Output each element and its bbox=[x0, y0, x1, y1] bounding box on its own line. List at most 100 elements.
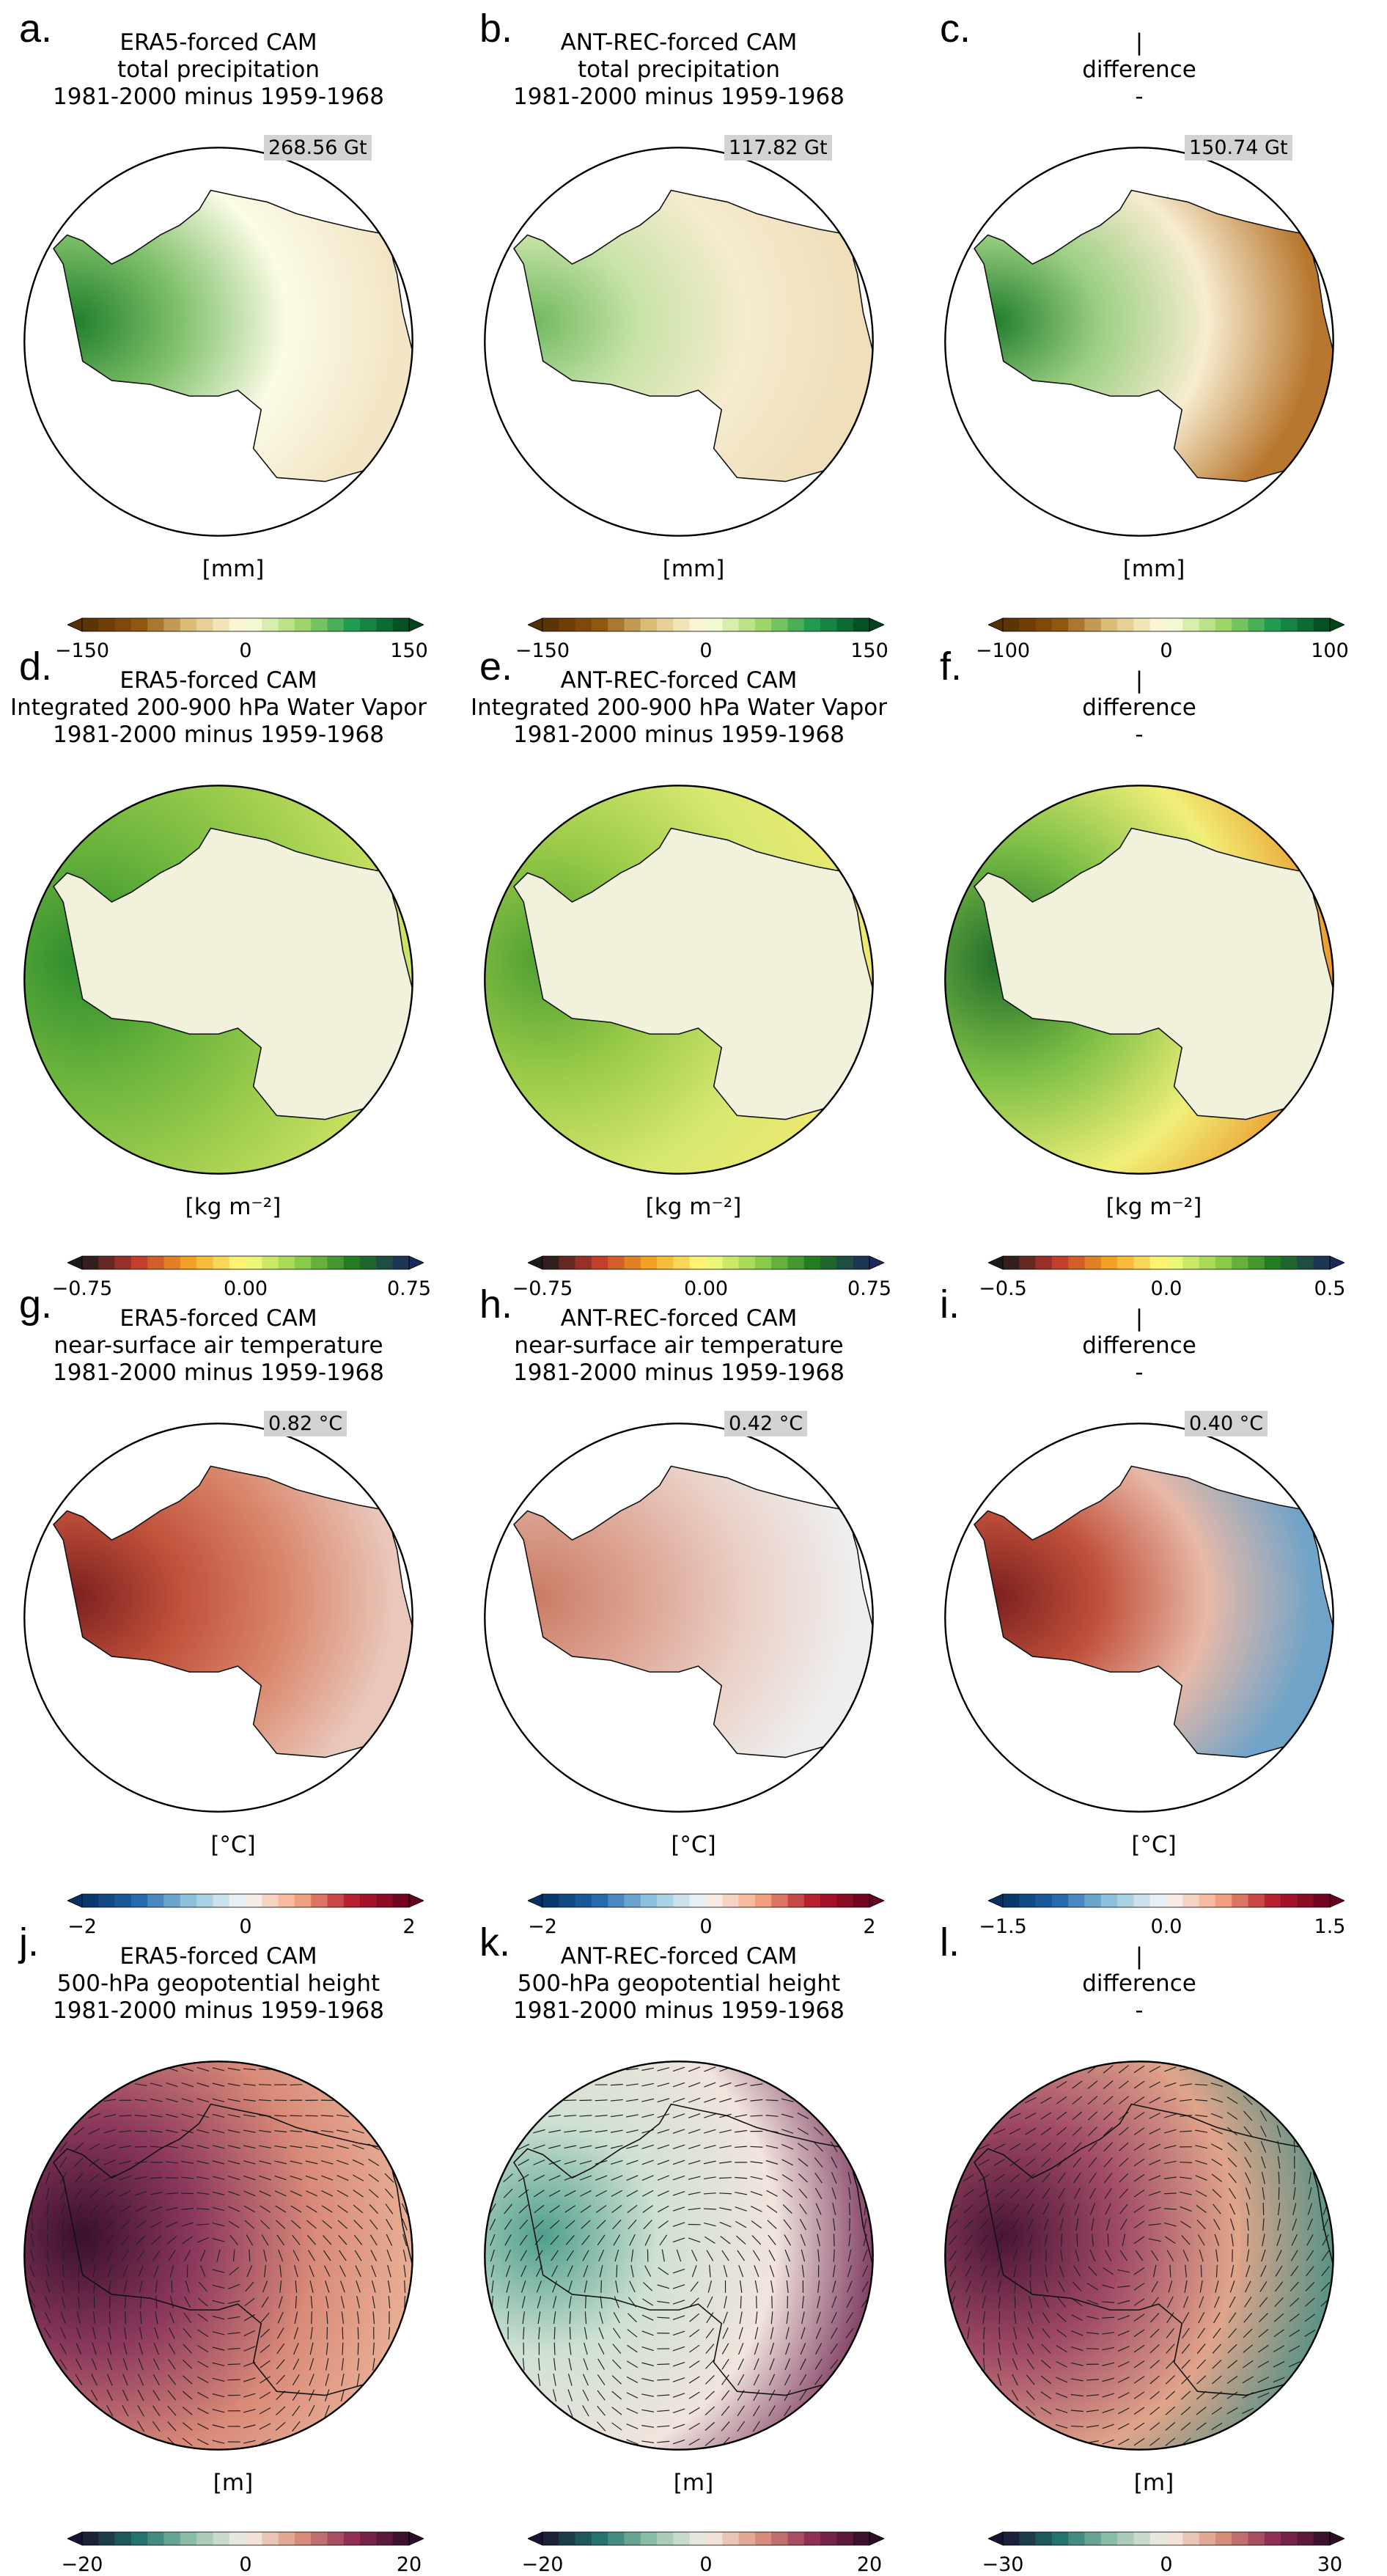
wind-vector bbox=[753, 2405, 760, 2417]
colorbar-unit: [mm] bbox=[1122, 556, 1185, 582]
wind-vector bbox=[657, 2284, 670, 2289]
wind-vector bbox=[228, 2283, 240, 2289]
wind-vector bbox=[196, 2223, 210, 2225]
wind-vector bbox=[723, 2264, 728, 2278]
wind-vector bbox=[1103, 2157, 1113, 2168]
wind-vector bbox=[765, 2159, 779, 2165]
colorbar-segment bbox=[343, 2532, 361, 2545]
colorbar-extend-arrow bbox=[528, 617, 543, 632]
wind-vector bbox=[611, 2359, 622, 2369]
wind-vector bbox=[1103, 2173, 1113, 2184]
wind-vector bbox=[949, 2250, 957, 2261]
wind-vector bbox=[626, 2159, 639, 2165]
wind-vector bbox=[1040, 2096, 1052, 2105]
wind-vector bbox=[106, 2234, 114, 2246]
wind-vector bbox=[1164, 2236, 1176, 2245]
wind-vector bbox=[1306, 2234, 1314, 2246]
wind-vector bbox=[1133, 2190, 1145, 2198]
wind-vector bbox=[630, 2249, 634, 2262]
colorbar-extend-arrow bbox=[988, 1255, 1004, 1270]
colorbar-segment bbox=[803, 1256, 821, 1269]
wind-vector bbox=[1026, 2343, 1034, 2355]
wind-vector bbox=[74, 2173, 84, 2184]
wind-vector bbox=[119, 2205, 131, 2213]
wind-vector bbox=[689, 2297, 699, 2307]
wind-vector bbox=[1245, 2172, 1251, 2184]
wind-vector bbox=[564, 2145, 577, 2149]
wind-vector bbox=[963, 2220, 974, 2230]
wind-vector bbox=[108, 2296, 111, 2309]
wind-vector bbox=[566, 2250, 574, 2261]
wind-vector bbox=[704, 2113, 716, 2118]
map-boundary bbox=[944, 2061, 1334, 2451]
wind-vector bbox=[137, 2421, 145, 2432]
wind-vector bbox=[770, 2342, 775, 2355]
wind-vector bbox=[88, 2128, 100, 2135]
wind-vector bbox=[184, 2296, 191, 2308]
wind-vector bbox=[1010, 2203, 1020, 2214]
wind-vector bbox=[182, 2437, 193, 2446]
wind-vector bbox=[490, 2234, 496, 2246]
wind-vector bbox=[166, 2221, 178, 2228]
wind-vector bbox=[719, 2082, 732, 2088]
colorbar-segment bbox=[294, 618, 312, 631]
wind-vector bbox=[672, 2393, 685, 2398]
wind-vector bbox=[1246, 2249, 1250, 2262]
wind-vector bbox=[861, 2280, 869, 2292]
wind-vector bbox=[370, 2250, 378, 2261]
wind-vector bbox=[705, 2327, 714, 2338]
wind-vector bbox=[599, 2311, 603, 2324]
wind-vector bbox=[108, 2280, 111, 2293]
panel-d: d. ERA5-forced CAM Integrated 200-900 hPa … bbox=[6, 638, 468, 1300]
wind-vector bbox=[735, 2098, 748, 2102]
wind-vector bbox=[564, 2099, 577, 2102]
colorbar-extend-arrow bbox=[1329, 1255, 1344, 1270]
wind-vector bbox=[181, 2082, 194, 2088]
colorbar-segment bbox=[360, 618, 377, 631]
wind-vector bbox=[672, 2082, 685, 2088]
wind-vector bbox=[119, 2130, 132, 2133]
wind-vector bbox=[119, 2160, 132, 2165]
colorbar-segment bbox=[689, 2532, 707, 2545]
wind-vector bbox=[196, 2236, 209, 2243]
wind-vector bbox=[1027, 2218, 1034, 2231]
wind-vector bbox=[1211, 2407, 1223, 2415]
wind-vector bbox=[672, 2377, 685, 2382]
wind-vector bbox=[309, 2265, 314, 2278]
wind-vector bbox=[197, 2360, 209, 2368]
panel-g: g. ERA5-forced CAM near-surface air temper… bbox=[6, 1276, 468, 1938]
wind-vector bbox=[1213, 2203, 1221, 2214]
wind-vector bbox=[1055, 2408, 1068, 2413]
polar-map bbox=[944, 785, 1334, 1175]
wind-vector bbox=[832, 2280, 836, 2293]
wind-vector bbox=[368, 2173, 379, 2182]
wind-vector bbox=[264, 2264, 266, 2278]
colorbar-segment bbox=[180, 618, 197, 631]
wind-vector bbox=[78, 2264, 80, 2278]
wind-vector bbox=[1118, 2438, 1130, 2445]
colorbar-segment bbox=[343, 1256, 361, 1269]
wind-vector bbox=[196, 2113, 210, 2118]
title-line: Integrated 200-900 hPa Water Vapor bbox=[10, 694, 427, 721]
wind-vector bbox=[123, 2342, 128, 2355]
colorbar-segment bbox=[376, 1256, 394, 1269]
wind-vector bbox=[626, 2129, 639, 2134]
wind-vector bbox=[104, 2174, 116, 2181]
integrated-value-badge: 0.82 °C bbox=[264, 1411, 347, 1436]
wind-vector bbox=[565, 2235, 575, 2245]
wind-vector bbox=[567, 2265, 573, 2278]
wind-vector bbox=[783, 2219, 792, 2230]
wind-vector bbox=[581, 2220, 591, 2229]
wind-vector bbox=[672, 2284, 685, 2289]
wind-vector bbox=[244, 2220, 255, 2229]
wind-vector bbox=[119, 2190, 131, 2197]
wind-vector bbox=[626, 2376, 639, 2383]
wind-vector bbox=[1086, 2299, 1099, 2305]
wind-vector bbox=[1070, 2378, 1084, 2382]
wind-vector bbox=[92, 2264, 96, 2278]
colorbar-segment bbox=[1035, 618, 1053, 631]
colorbar-segment bbox=[1166, 2532, 1183, 2545]
wind-vector bbox=[548, 2145, 561, 2149]
wind-vector bbox=[1181, 2235, 1191, 2245]
wind-vector bbox=[212, 2300, 225, 2305]
